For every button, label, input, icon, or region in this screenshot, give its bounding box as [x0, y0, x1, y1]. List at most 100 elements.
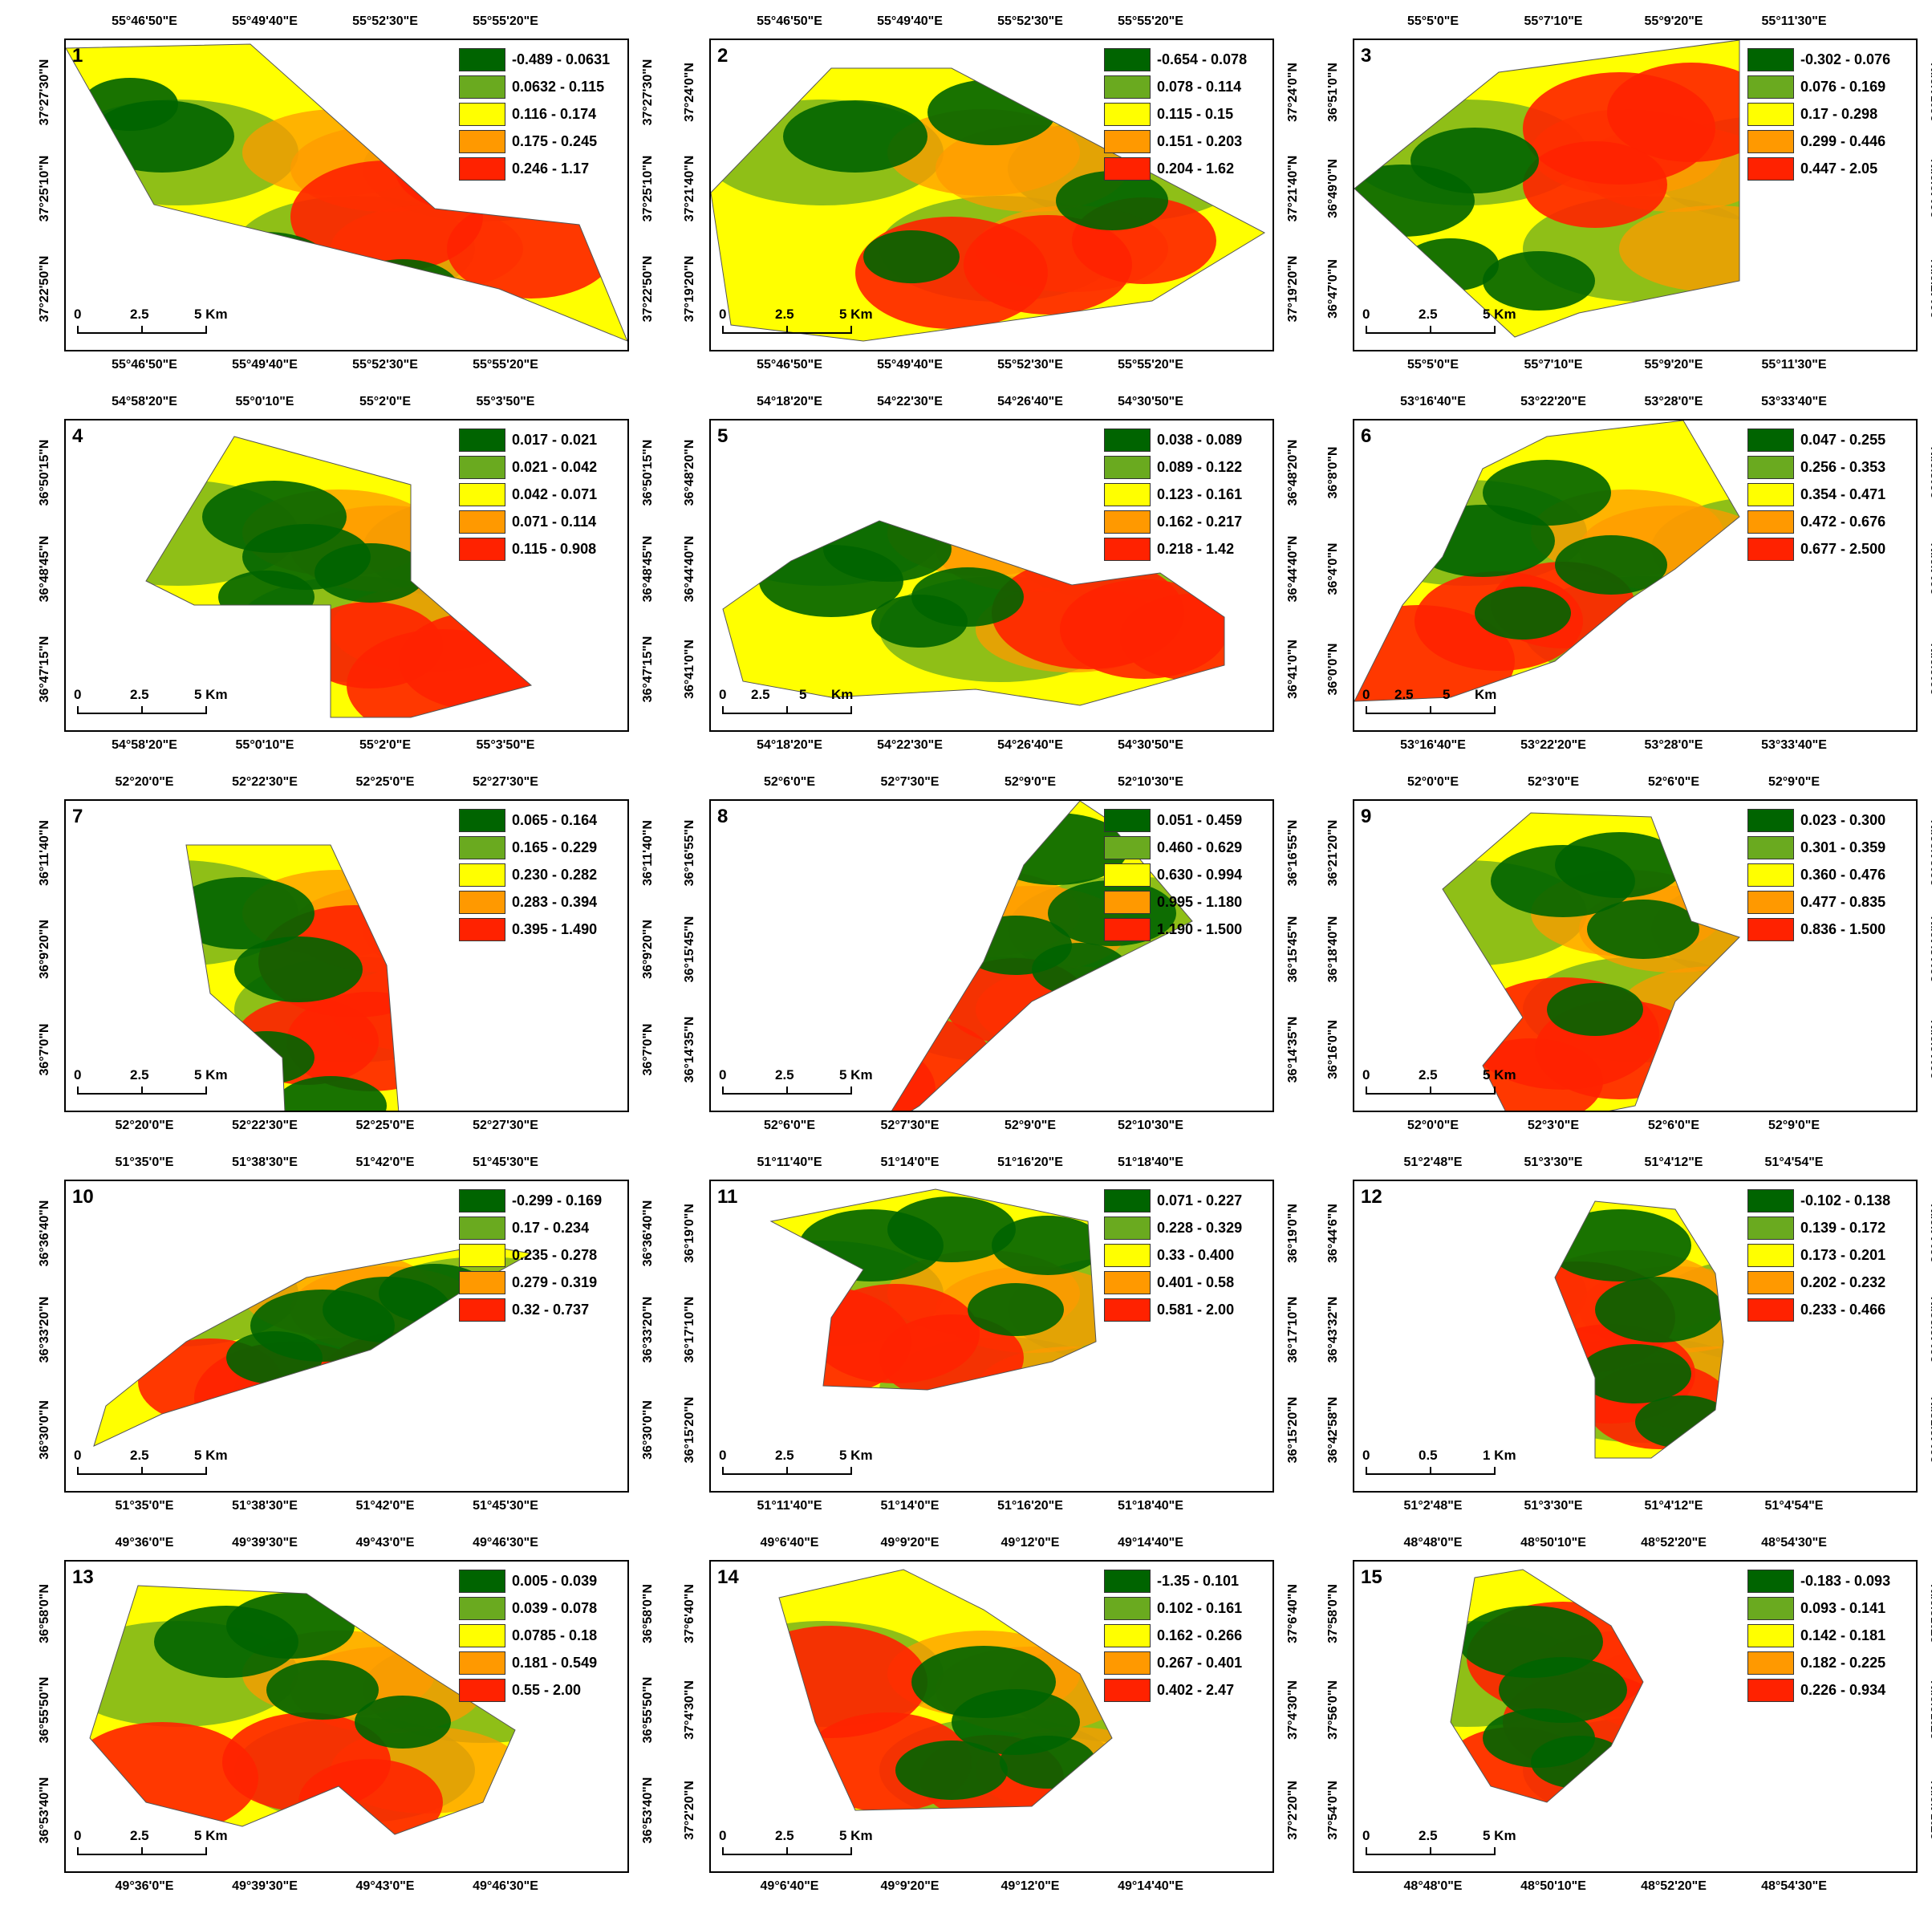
longitude-label: 52°0'0"E — [1406, 775, 1459, 789]
longitude-label: 49°39'30"E — [232, 1879, 298, 1893]
scale-label: 2.5 — [1419, 307, 1438, 322]
scale-bar: 0 2.5 5 Km — [74, 297, 282, 345]
latitude-label: 36°55'50"N — [38, 1676, 51, 1744]
scale-tick — [1494, 1467, 1496, 1475]
legend-label: 0.630 - 0.994 — [1157, 867, 1243, 883]
legend-label: 0.116 - 0.174 — [512, 106, 597, 122]
legend-swatch — [1104, 891, 1151, 914]
classified-region — [1451, 1570, 1643, 1802]
latitude-label: 37°19'20"N — [683, 255, 696, 323]
longitude-label: 48°52'20"E — [1641, 1536, 1707, 1550]
map-panel-7: 7 0.065 - 0.164 0.165 - 0.229 0.230 - 0.282… — [0, 761, 655, 1141]
legend-swatch — [459, 75, 505, 99]
scale-label: 5 — [799, 687, 807, 702]
legend-label: -1.35 - 0.101 — [1157, 1573, 1240, 1589]
legend-swatch — [459, 809, 505, 832]
longitude-label: 53°22'20"E — [1520, 395, 1586, 408]
scale-bar: 0 2.5 5 Km — [1362, 297, 1571, 345]
map-frame: 1 -0.489 - 0.0631 0.0632 - 0.115 0.116 - 0.… — [64, 39, 629, 351]
legend: 0.023 - 0.300 0.301 - 0.359 0.360 - 0.476 0… — [1747, 807, 1908, 944]
legend-item: 0.283 - 0.394 — [459, 889, 619, 916]
legend-item: 0.181 - 0.549 — [459, 1650, 619, 1677]
legend-label: 0.175 - 0.245 — [512, 133, 598, 149]
legend-swatch — [1104, 456, 1151, 479]
legend-swatch — [1104, 1624, 1151, 1647]
legend-swatch — [459, 157, 505, 181]
legend-label: 0.995 - 1.180 — [1157, 894, 1243, 910]
longitude-label: 53°33'40"E — [1761, 395, 1827, 408]
longitude-label: 49°14'40"E — [1118, 1879, 1183, 1893]
longitude-label: 55°0'10"E — [235, 738, 294, 752]
longitude-label: 52°25'0"E — [355, 1119, 415, 1132]
latitude-label: 36°0'0"N — [1326, 643, 1340, 696]
longitude-label: 48°50'10"E — [1520, 1879, 1586, 1893]
longitude-label: 51°35'0"E — [115, 1499, 174, 1513]
latitude-label: 37°54'0"N — [1326, 1781, 1340, 1840]
legend-label: 0.0632 - 0.115 — [512, 79, 605, 95]
map-frame: 7 0.065 - 0.164 0.165 - 0.229 0.230 - 0.282… — [64, 799, 629, 1112]
legend-item: 0.175 - 0.245 — [459, 128, 619, 156]
latitude-label: 36°30'0"N — [38, 1400, 51, 1460]
legend: 0.065 - 0.164 0.165 - 0.229 0.230 - 0.282 0… — [459, 807, 619, 944]
legend-item: 0.162 - 0.266 — [1104, 1623, 1264, 1650]
legend-label: 0.395 - 1.490 — [512, 921, 598, 937]
legend-item: 0.354 - 0.471 — [1747, 481, 1908, 509]
legend-label: 0.165 - 0.229 — [512, 839, 598, 855]
legend-label: 0.581 - 2.00 — [1157, 1302, 1235, 1318]
scale-tick — [722, 1847, 724, 1855]
longitude-label: 51°18'40"E — [1118, 1156, 1183, 1169]
legend-label: 0.256 - 0.353 — [1800, 459, 1886, 475]
panel-number: 15 — [1361, 1566, 1382, 1588]
legend-swatch — [459, 130, 505, 153]
scale-label: 0 — [1362, 1448, 1370, 1463]
legend-item: 0.402 - 2.47 — [1104, 1677, 1264, 1704]
longitude-label: 55°49'40"E — [232, 358, 298, 372]
longitude-label: 49°6'40"E — [760, 1536, 819, 1550]
legend-item: 0.477 - 0.835 — [1747, 889, 1908, 916]
legend-item: 0.051 - 0.459 — [1104, 807, 1264, 835]
legend-swatch — [1104, 48, 1151, 71]
latitude-label: 36°11'40"N — [38, 820, 51, 886]
longitude-label: 49°39'30"E — [232, 1536, 298, 1550]
legend-item: 0.182 - 0.225 — [1747, 1650, 1908, 1677]
legend-swatch — [459, 1189, 505, 1212]
ndvi-map — [1442, 812, 1740, 1111]
legend: 0.047 - 0.255 0.256 - 0.353 0.354 - 0.471 0… — [1747, 427, 1908, 563]
scale-label: 0 — [74, 1448, 82, 1463]
scale-tick — [1494, 1087, 1496, 1095]
longitude-label: 55°55'20"E — [1118, 358, 1183, 372]
latitude-label: 36°43'32"N — [1326, 1296, 1340, 1363]
longitude-label: 51°45'30"E — [473, 1499, 538, 1513]
longitude-label: 55°5'0"E — [1406, 14, 1459, 28]
map-panel-14: 14 -1.35 - 0.101 0.102 - 0.161 0.162 - 0.26… — [645, 1521, 1300, 1902]
longitude-label: 49°43'0"E — [355, 1879, 415, 1893]
scale-tick — [77, 706, 79, 714]
legend-label: 0.283 - 0.394 — [512, 894, 598, 910]
latitude-label: 36°41'0"N — [683, 640, 696, 699]
longitude-label: 55°46'50"E — [112, 358, 177, 372]
scale-bar: 0 2.5 5 Km — [1362, 1818, 1571, 1866]
map-panel-4: 4 0.017 - 0.021 0.021 - 0.042 0.042 - 0.071… — [0, 380, 655, 761]
scale-label: 0 — [74, 1067, 82, 1082]
legend-item: 0.102 - 0.161 — [1104, 1595, 1264, 1623]
longitude-label: 52°9'0"E — [1768, 775, 1820, 789]
legend-swatch — [1104, 1217, 1151, 1240]
legend-swatch — [1104, 538, 1151, 561]
legend-item: 0.162 - 0.217 — [1104, 509, 1264, 536]
longitude-label: 55°49'40"E — [877, 14, 943, 28]
legend-swatch — [459, 456, 505, 479]
legend-item: 0.065 - 0.164 — [459, 807, 619, 835]
legend-swatch — [459, 1597, 505, 1620]
scale-label: 2.5 — [130, 687, 149, 702]
longitude-label: 55°11'30"E — [1761, 14, 1827, 28]
scale-tick — [141, 326, 143, 334]
map-frame: 5 0.038 - 0.089 0.089 - 0.122 0.123 - 0.161… — [709, 419, 1274, 732]
longitude-label: 55°52'30"E — [997, 358, 1063, 372]
legend-swatch — [1104, 1679, 1151, 1702]
map-panel-6: 6 0.047 - 0.255 0.256 - 0.353 0.354 - 0.471… — [1289, 380, 1932, 761]
ndvi-map — [145, 436, 533, 718]
legend-swatch — [1747, 1679, 1794, 1702]
scale-label: 2.5 — [775, 1448, 794, 1463]
longitude-label: 54°58'20"E — [112, 738, 177, 752]
scale-label: 0 — [1362, 1828, 1370, 1843]
